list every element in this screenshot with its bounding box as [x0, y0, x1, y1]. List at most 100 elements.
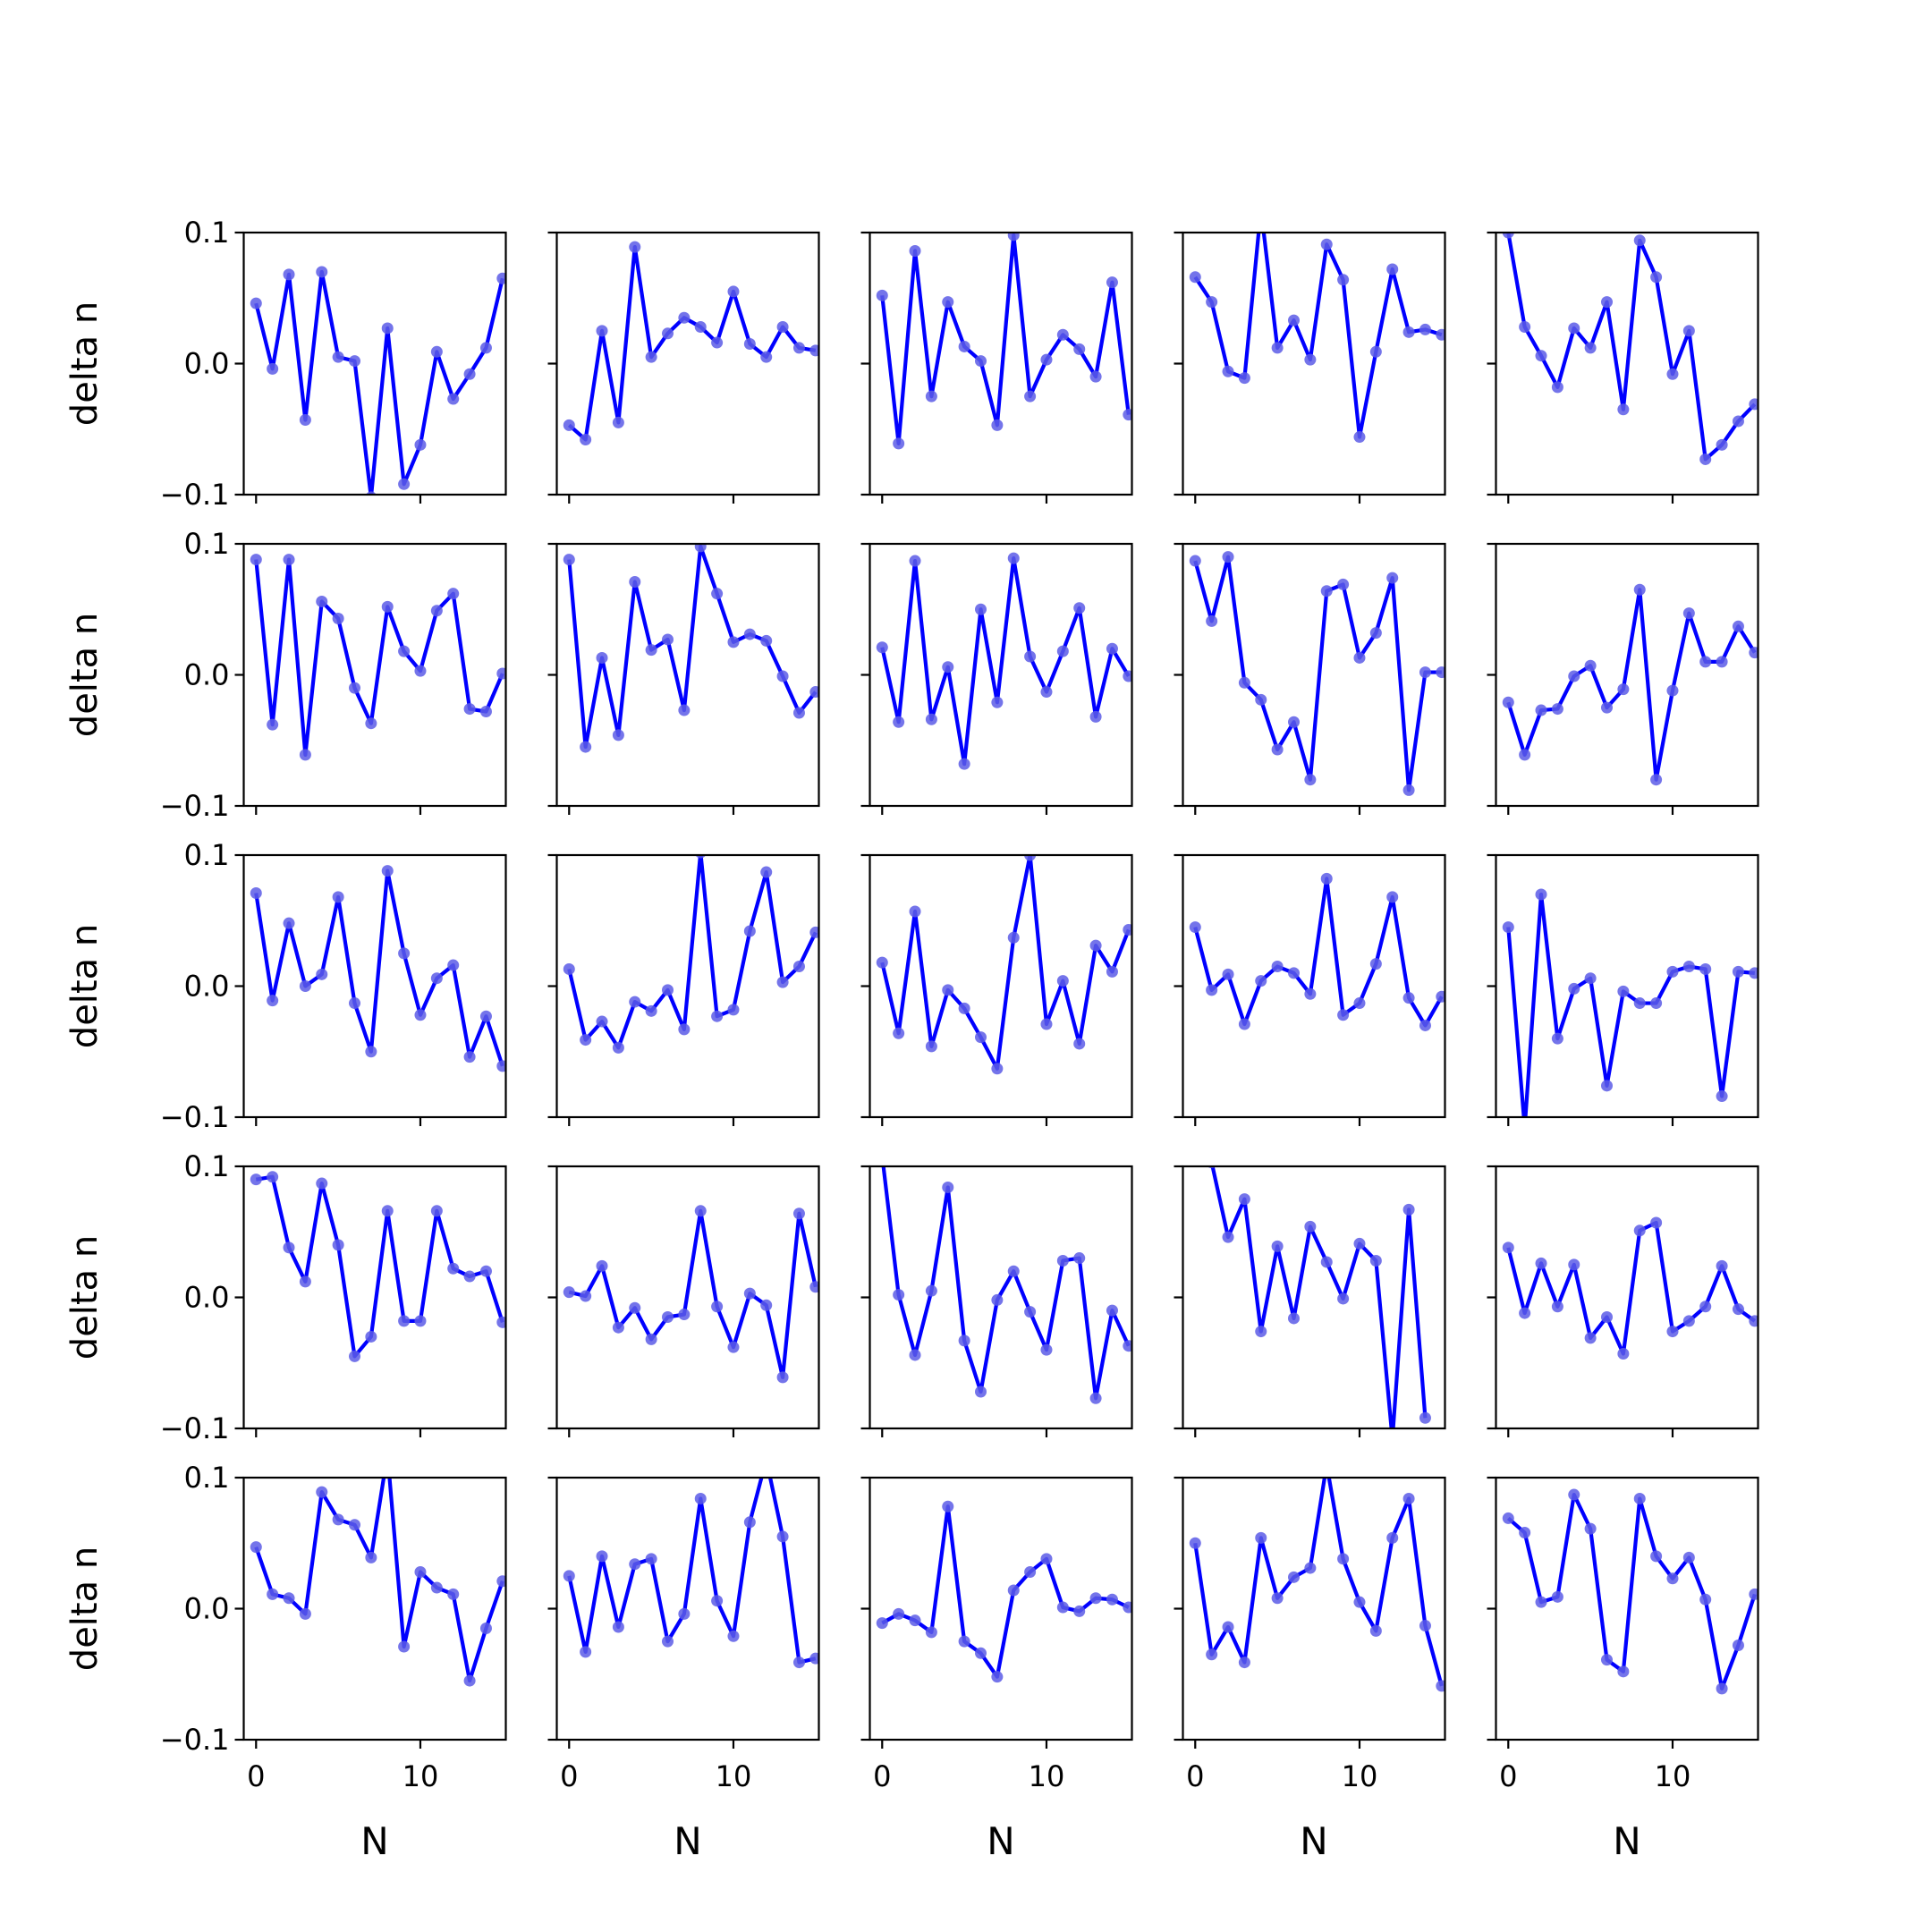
x-axis-label: N: [360, 1819, 388, 1863]
data-point: [1568, 982, 1580, 995]
data-point: [711, 336, 724, 349]
data-point: [1271, 1240, 1284, 1252]
data-point: [349, 997, 360, 1010]
x-tick-label: 0: [247, 1759, 265, 1793]
data-point: [1666, 684, 1679, 697]
data-point: [1584, 972, 1597, 985]
data-point: [563, 962, 575, 975]
data-point: [1123, 1340, 1132, 1352]
data-point: [1519, 749, 1531, 761]
data-point: [942, 296, 954, 309]
subplot-3-5: [1487, 853, 1759, 1126]
data-point: [1666, 1326, 1679, 1338]
data-point: [349, 355, 360, 368]
data-point: [1189, 271, 1201, 284]
y-tick-label: 0.1: [184, 216, 230, 250]
data-point: [1353, 1596, 1366, 1608]
data-point: [1304, 774, 1317, 786]
data-point: [743, 925, 756, 937]
data-point: [1617, 403, 1630, 416]
data-point: [398, 1640, 411, 1653]
data-point: [1502, 1512, 1514, 1524]
data-point: [893, 1027, 905, 1039]
data-point: [809, 1281, 819, 1293]
data-point: [1353, 997, 1366, 1010]
data-point: [596, 651, 608, 664]
data-point: [1056, 1254, 1069, 1267]
data-point: [1040, 1018, 1053, 1030]
data-point: [1633, 1492, 1646, 1504]
y-tick-label: 0.1: [184, 1149, 230, 1183]
data-point: [711, 1010, 724, 1022]
y-axis-label: delta n: [64, 1546, 106, 1671]
series-line: [1506, 892, 1755, 1117]
y-tick-label: 0.1: [184, 1461, 230, 1495]
data-point: [1288, 1312, 1300, 1325]
data-point: [1222, 365, 1234, 377]
data-point: [563, 1286, 575, 1299]
data-point: [1007, 931, 1020, 944]
data-point: [876, 289, 888, 301]
x-tick-label: 0: [1186, 1759, 1204, 1793]
data-point: [1271, 1592, 1284, 1605]
y-tick-label: 0.0: [184, 347, 230, 381]
data-point: [332, 1513, 344, 1526]
subplot-1-2: [547, 231, 820, 504]
data-point: [1056, 975, 1069, 987]
subplot-2-2: [547, 542, 820, 815]
data-point: [1255, 1326, 1267, 1338]
data-point: [316, 968, 328, 980]
x-axis-label: N: [1300, 1819, 1327, 1863]
data-point: [1386, 572, 1399, 584]
data-point: [463, 368, 476, 380]
data-point: [612, 729, 624, 741]
data-point: [1535, 1596, 1547, 1608]
data-point: [332, 891, 344, 903]
data-point: [760, 866, 773, 878]
data-point: [1024, 390, 1037, 402]
data-point: [479, 1622, 492, 1634]
data-point: [1123, 670, 1132, 682]
data-point: [1056, 328, 1069, 341]
subplot-5-4: 0 10 N: [1174, 1476, 1446, 1863]
data-point: [1584, 659, 1597, 672]
subplot-1-1: 0.1 0.0 −0.1 delta n: [64, 216, 507, 512]
data-point: [975, 603, 987, 615]
data-point: [612, 1621, 624, 1633]
data-point: [332, 351, 344, 363]
data-point: [1353, 651, 1366, 664]
data-point: [1206, 984, 1218, 996]
data-point: [1633, 583, 1646, 596]
data-point: [1255, 203, 1267, 215]
data-point: [1189, 555, 1201, 567]
data-point: [727, 636, 740, 648]
subplot-2-3: [860, 542, 1133, 815]
data-point: [496, 272, 506, 284]
data-point: [877, 1150, 888, 1162]
axes-frame: [1495, 1165, 1759, 1430]
data-point: [975, 1385, 987, 1398]
data-point: [1106, 1593, 1118, 1606]
data-point: [463, 1051, 476, 1063]
data-point: [1369, 1254, 1382, 1267]
series-line: [254, 269, 504, 495]
y-tick-label: 0.0: [184, 1281, 230, 1315]
x-axis-label: N: [1613, 1819, 1640, 1863]
data-point: [776, 320, 789, 333]
data-point: [1189, 921, 1201, 934]
data-point: [1288, 1571, 1300, 1583]
data-point: [596, 1259, 608, 1272]
data-point: [1024, 1306, 1037, 1318]
data-point: [612, 1041, 624, 1054]
data-point: [1568, 1258, 1580, 1271]
subplot-5-3: 0 10 N: [860, 1476, 1133, 1863]
data-point: [430, 1581, 443, 1594]
data-point: [942, 1181, 954, 1193]
data-point: [479, 706, 492, 718]
data-point: [1007, 1584, 1020, 1597]
y-tick-label: 0.0: [184, 970, 230, 1004]
data-point: [1369, 1624, 1382, 1637]
data-point: [694, 1205, 707, 1217]
data-point: [479, 1265, 492, 1277]
y-axis-label: delta n: [64, 301, 106, 426]
